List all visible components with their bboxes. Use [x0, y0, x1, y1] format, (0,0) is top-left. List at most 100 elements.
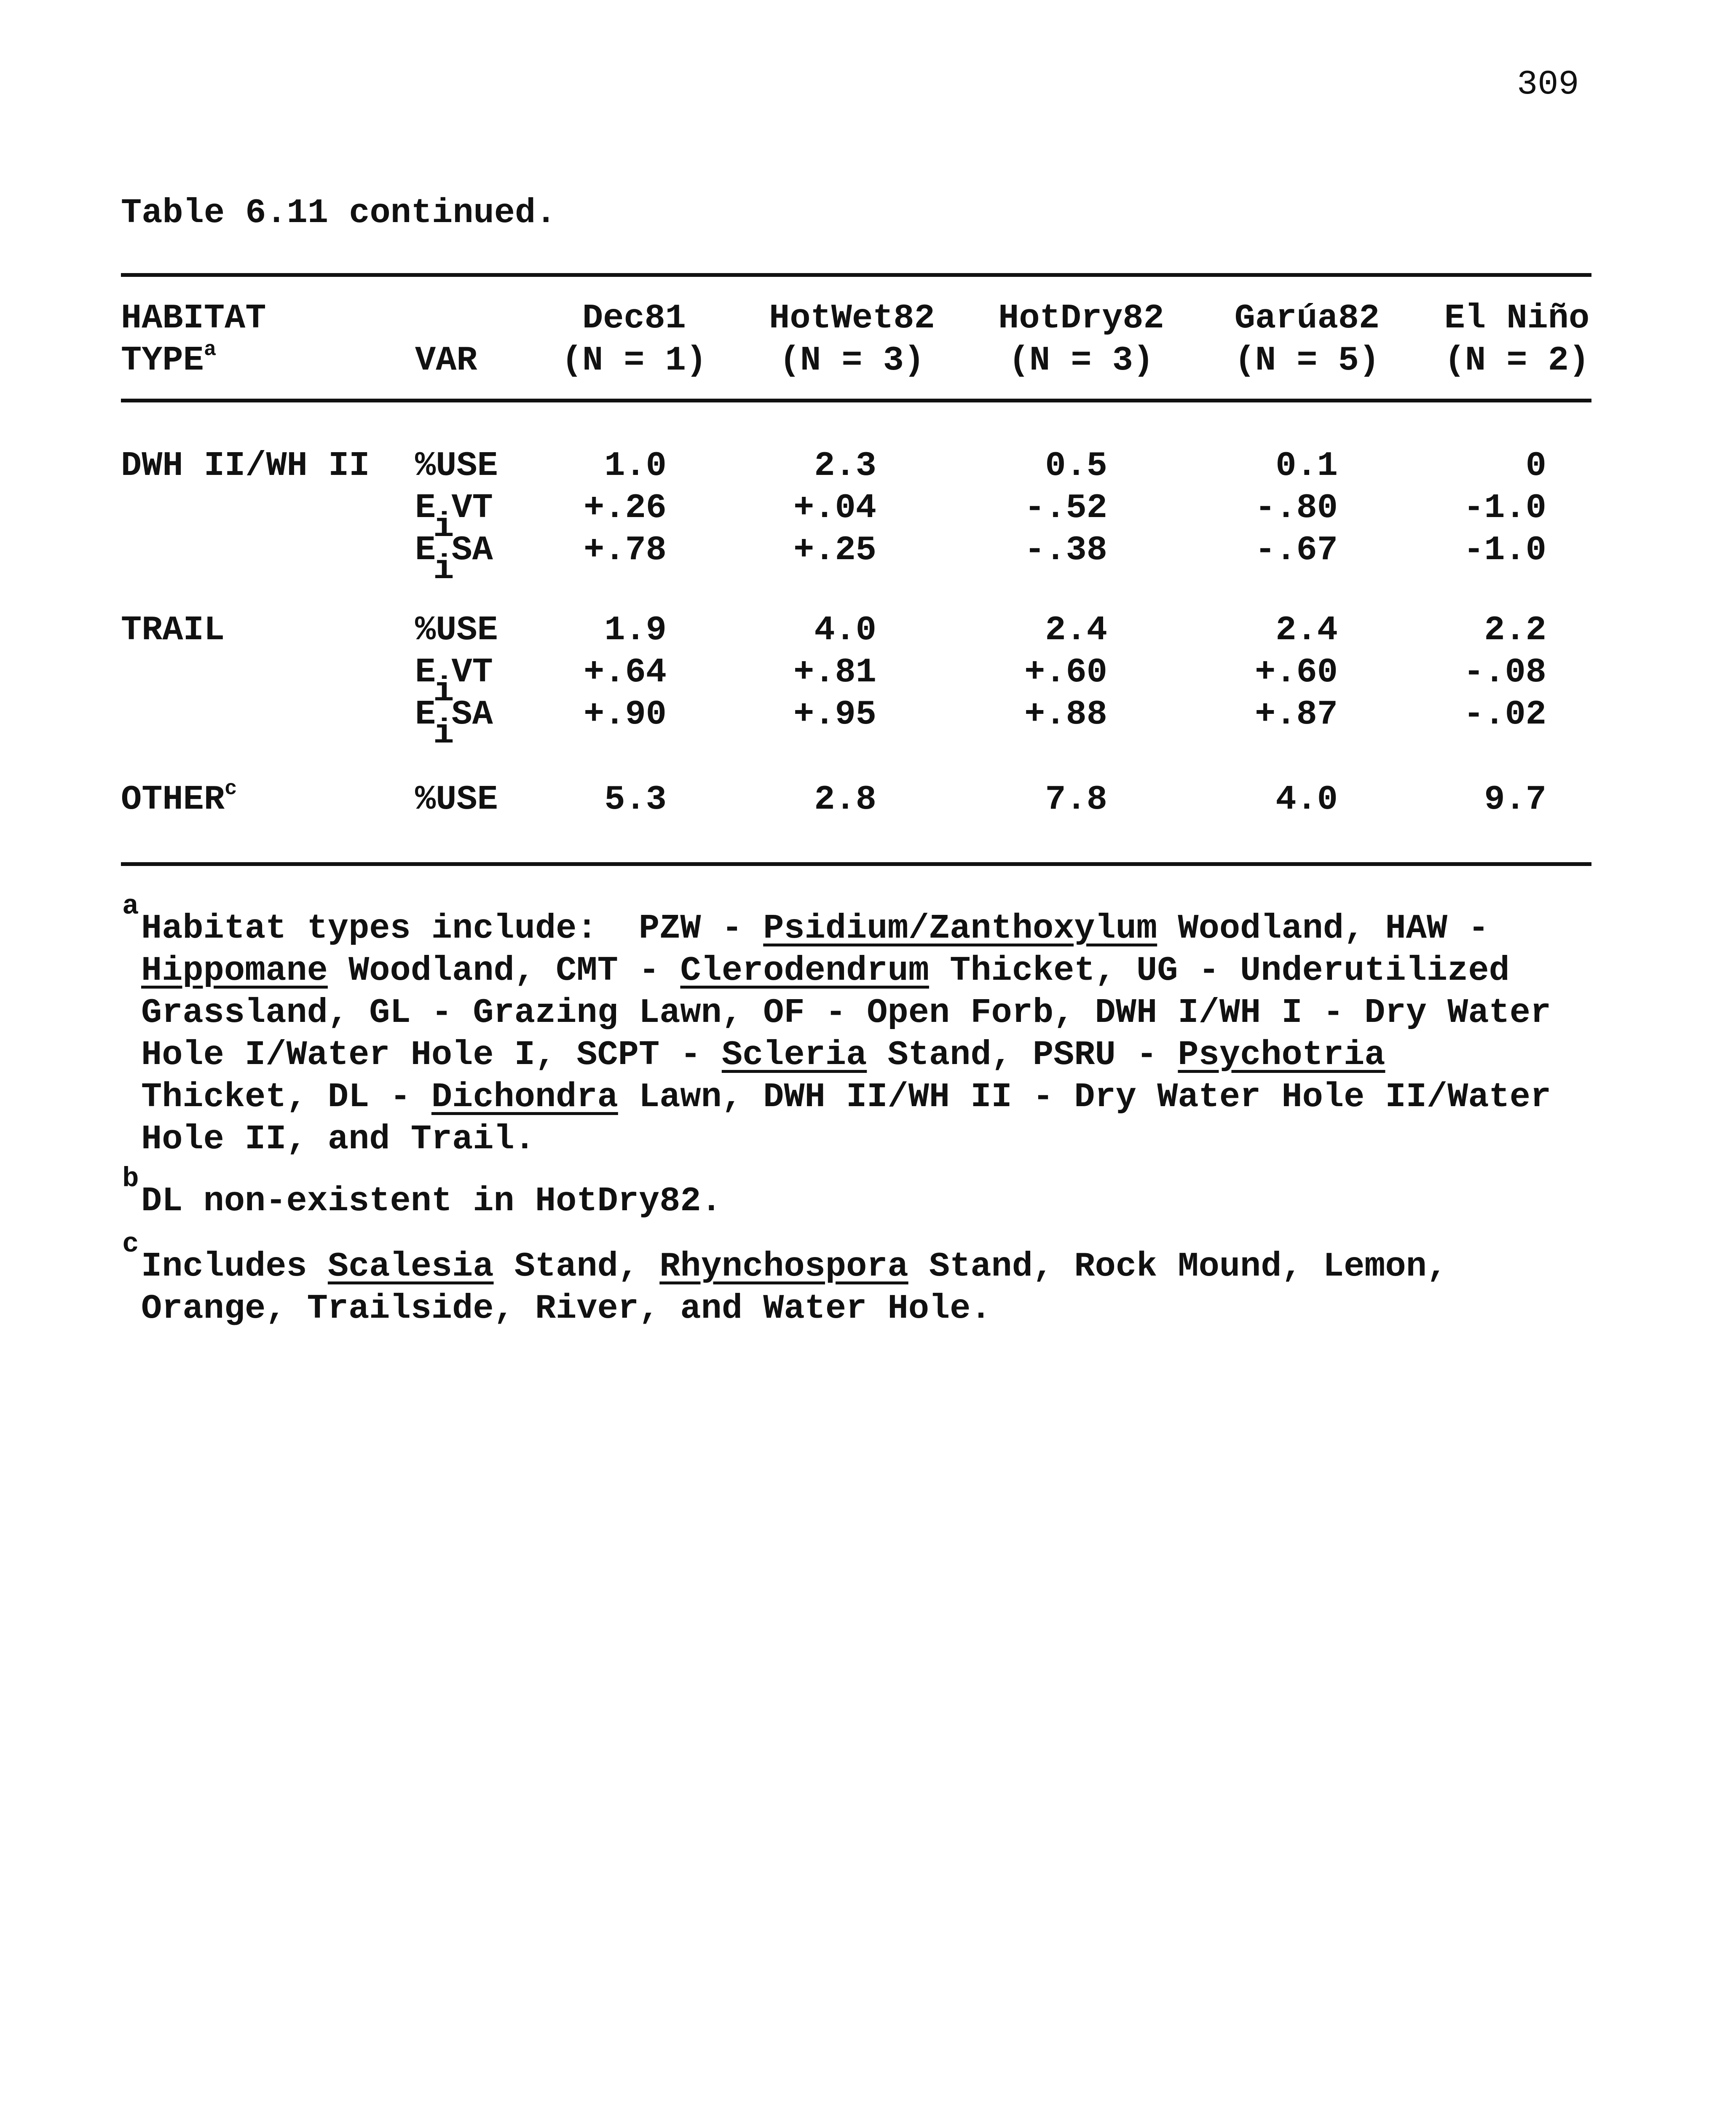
table-cell: 4.0	[814, 611, 876, 650]
footnote-taxon: Hippomane	[141, 951, 328, 990]
page-number: 309	[1517, 65, 1579, 104]
table-cell: 9.7	[1484, 780, 1546, 819]
table-cell: +.87	[1255, 695, 1338, 734]
footnote-text: Thicket, DL -	[141, 1078, 431, 1117]
var-label: EiVT	[415, 488, 493, 544]
var-subscript: i	[433, 550, 454, 589]
table-cell: 5.3	[604, 780, 667, 819]
footnote-mark: a	[122, 890, 139, 922]
footnote-line: Hole II, and Trail.	[141, 1122, 535, 1157]
var-label: %USE	[415, 613, 498, 648]
column-header-name: HotWet82	[769, 299, 935, 338]
habitat-name: DWH II/WH II	[121, 446, 370, 485]
footnote-text: Thicket, UG - Underutilized	[929, 951, 1510, 990]
var-subscript: i	[433, 714, 454, 753]
var-suffix: SA	[451, 695, 493, 734]
footnote-line: DL non-existent in HotDry82.	[141, 1184, 722, 1219]
column-header-n: (N = 5)	[1234, 341, 1380, 380]
var-suffix: VT	[451, 488, 493, 528]
footnote-taxon: Scalesia	[327, 1247, 494, 1286]
var-label: %USE	[415, 783, 498, 817]
table-cell: -.02	[1463, 695, 1546, 734]
table-cell: -1.0	[1463, 488, 1546, 528]
footnote-taxon: Psidium/Zanthoxylum	[763, 909, 1157, 948]
footnote-text: Woodland, HAW -	[1157, 909, 1489, 948]
table-cell: 1.9	[604, 611, 667, 650]
footnote-text: Stand, Rock Mound, Lemon,	[908, 1247, 1448, 1286]
var-label: %USE	[415, 449, 498, 483]
var-name: E	[415, 653, 436, 692]
table-cell: -.67	[1255, 531, 1338, 570]
footnote-taxon: Rhynchospora	[659, 1247, 908, 1286]
habitat-label: OTHERc	[121, 778, 237, 817]
table-cell: -.38	[1024, 531, 1107, 570]
habitat-label: TRAIL	[121, 613, 225, 648]
footnote-text: Hole I/Water Hole I, SCPT -	[141, 1035, 722, 1075]
table-cell: +.60	[1255, 653, 1338, 692]
footnote-line: Orange, Trailside, River, and Water Hole…	[141, 1292, 991, 1326]
table-cell: 7.8	[1045, 780, 1107, 819]
table-cell: +.78	[584, 531, 667, 570]
table-cell: 1.0	[604, 446, 667, 485]
var-name: E	[415, 531, 436, 570]
table-cell: +.64	[584, 653, 667, 692]
table-bottom-rule	[121, 862, 1591, 866]
footnote-text: Stand, PSRU -	[867, 1035, 1178, 1075]
var-name: E	[415, 488, 436, 528]
footnote-text: Grassland, GL - Grazing Lawn, OF - Open …	[141, 993, 1551, 1032]
footnote-ref-a: a	[204, 338, 217, 362]
column-header-name: Garúa82	[1234, 299, 1380, 338]
table-cell: +.60	[1024, 653, 1107, 692]
header-bottom-rule	[121, 399, 1591, 402]
table-cell: +.25	[793, 531, 876, 570]
column-header-name: HotDry82	[998, 299, 1164, 338]
table-caption: Table 6.11 continued.	[121, 193, 557, 233]
column-header-n: (N = 1)	[561, 341, 707, 380]
table-cell: 2.4	[1045, 611, 1107, 650]
footnote-taxon: Scleria	[721, 1035, 867, 1075]
footnote-text: Lawn, DWH II/WH II - Dry Water Hole II/W…	[618, 1078, 1551, 1117]
table-cell: 2.4	[1275, 611, 1338, 650]
footnote-mark: b	[122, 1163, 139, 1195]
column-header-n: (N = 3)	[1008, 341, 1154, 380]
table-cell: -.52	[1024, 488, 1107, 528]
column-header-n: (N = 2)	[1444, 341, 1590, 380]
table-cell: 0.5	[1045, 446, 1107, 485]
var-label: EiSA	[415, 531, 493, 587]
var-subscript: i	[433, 507, 454, 547]
footnote-line: Thicket, DL - Dichondra Lawn, DWH II/WH …	[141, 1080, 1551, 1115]
header-var: VAR	[415, 341, 477, 380]
habitat-label: DWH II/WH II	[121, 449, 370, 483]
var-suffix: SA	[451, 531, 493, 570]
table-cell: 2.8	[814, 780, 876, 819]
var-label: EiSA	[415, 695, 493, 751]
footnote-line: Grassland, GL - Grazing Lawn, OF - Open …	[141, 996, 1551, 1030]
footnote-text: Stand,	[493, 1247, 660, 1286]
table-cell: -1.0	[1463, 531, 1546, 570]
column-header-name: Dec81	[582, 299, 686, 338]
footnote-line: Hole I/Water Hole I, SCPT - Scleria Stan…	[141, 1038, 1385, 1072]
footnote-line: Hippomane Woodland, CMT - Clerodendrum T…	[141, 954, 1510, 988]
habitat-name: TRAIL	[121, 611, 225, 650]
table-cell: 2.2	[1484, 611, 1546, 650]
footnote-text: Woodland, CMT -	[327, 951, 680, 990]
var-subscript: i	[433, 672, 454, 711]
table-cell: +.04	[793, 488, 876, 528]
table-cell: +.95	[793, 695, 876, 734]
var-name: %USE	[415, 446, 498, 485]
footnote-text: Hole II, and Trail.	[141, 1120, 535, 1159]
table-cell: -.80	[1255, 488, 1338, 528]
header-habitat-line2: TYPEa	[121, 339, 216, 380]
table-cell: -.08	[1463, 653, 1546, 692]
var-suffix: VT	[451, 653, 493, 692]
header-habitat-type: TYPE	[121, 341, 204, 380]
footnote-text: Habitat types include: PZW -	[141, 909, 764, 948]
footnote-taxon: Dichondra	[431, 1078, 618, 1117]
var-name: E	[415, 695, 436, 734]
footnote-ref-c: c	[225, 777, 237, 801]
table-cell: 4.0	[1275, 780, 1338, 819]
footnote-mark: c	[122, 1228, 139, 1260]
footnote-taxon: Clerodendrum	[680, 951, 929, 990]
table-cell: +.26	[584, 488, 667, 528]
var-name: %USE	[415, 780, 498, 819]
